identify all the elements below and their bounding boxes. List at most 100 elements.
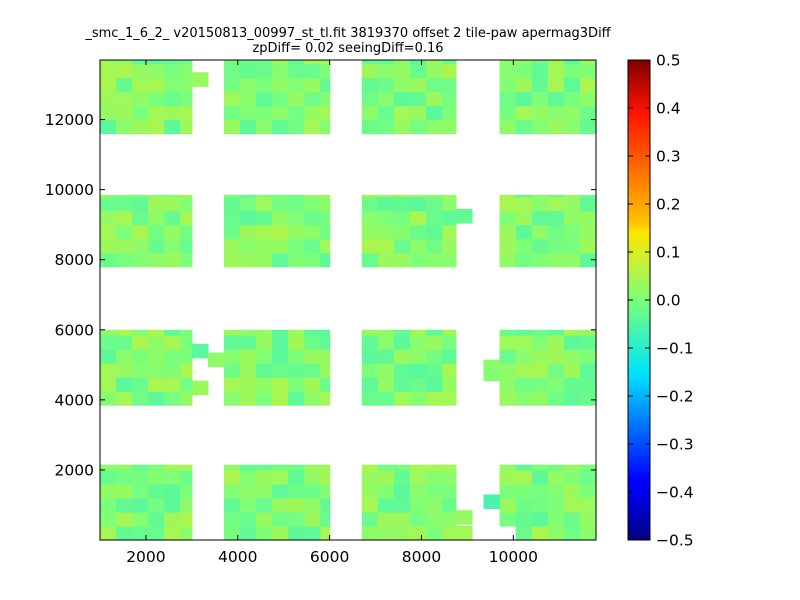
heatmap-cell <box>361 525 379 541</box>
heatmap-cell <box>442 391 457 406</box>
heatmap-cell <box>361 238 379 254</box>
heatmap-cell <box>180 252 193 268</box>
heatmap-cell <box>547 238 565 254</box>
heatmap-cell <box>164 63 181 79</box>
heatmap-cell <box>563 349 581 364</box>
heatmap-cell <box>100 238 117 254</box>
heatmap-cell <box>515 63 533 79</box>
heatmap-cell <box>240 391 257 406</box>
heatmap-cell <box>499 60 517 65</box>
heatmap-cell <box>547 210 565 226</box>
heatmap-cell <box>579 349 597 364</box>
heatmap-cell <box>393 224 411 240</box>
heatmap-cell <box>100 224 117 240</box>
heatmap-cell <box>116 252 133 268</box>
heatmap-cell <box>361 63 379 79</box>
heatmap-cell <box>393 349 411 364</box>
heatmap-cell <box>256 105 273 121</box>
heatmap-cell <box>531 91 549 107</box>
heatmap-cell <box>132 329 149 336</box>
heatmap-cell <box>272 363 289 378</box>
heatmap-cell <box>563 194 581 198</box>
heatmap-cell <box>320 119 331 135</box>
heatmap-cell <box>148 119 165 135</box>
heatmap-cell <box>132 525 149 541</box>
heatmap-cell <box>224 210 241 226</box>
heatmap-cell <box>442 469 457 485</box>
heatmap-cell <box>442 525 457 541</box>
heatmap-cell <box>100 511 117 527</box>
heatmap-cell <box>442 63 457 79</box>
heatmap-cell <box>393 469 411 485</box>
heatmap-cell <box>132 511 149 527</box>
heatmap-cell <box>116 511 133 527</box>
heatmap-cell <box>304 194 322 198</box>
heatmap-cell <box>224 377 241 392</box>
heatmap-cell <box>361 91 379 107</box>
heatmap-cell <box>499 63 517 79</box>
heatmap-cell <box>256 119 273 135</box>
heatmap-cell <box>304 464 322 471</box>
colorbar-tick-label: −0.5 <box>656 532 694 550</box>
heatmap-cell <box>361 349 379 364</box>
heatmap-cell <box>116 196 133 212</box>
heatmap-cell <box>442 194 457 198</box>
heatmap-cell <box>288 252 305 268</box>
heatmap-cell <box>272 511 289 527</box>
heatmap-cell <box>164 525 181 541</box>
heatmap-cell <box>531 63 549 79</box>
heatmap-cell <box>426 210 443 226</box>
heatmap-cell <box>547 483 565 499</box>
heatmap-cell <box>515 464 533 471</box>
heatmap-cell <box>256 238 273 254</box>
colorbar-tick-label: 0.2 <box>656 196 681 214</box>
heatmap-cell <box>579 391 597 406</box>
heatmap-cell <box>304 377 322 392</box>
heatmap-cell <box>288 224 305 240</box>
heatmap-cell <box>288 77 305 93</box>
colorbar-tick-label: 0.0 <box>656 292 681 310</box>
heatmap-cell <box>256 91 273 107</box>
heatmap-cell <box>224 63 241 79</box>
heatmap-cell <box>288 196 305 212</box>
heatmap-cell <box>132 91 149 107</box>
heatmap-cell <box>304 483 322 499</box>
heatmap-cell <box>377 60 395 65</box>
heatmap-cell <box>410 196 427 212</box>
heatmap-cell <box>256 525 273 541</box>
heatmap-cell <box>224 497 241 513</box>
heatmap-cell <box>132 349 149 364</box>
heatmap-cell <box>256 391 273 406</box>
heatmap-cell <box>377 391 395 406</box>
heatmap-cell <box>455 208 473 224</box>
heatmap-cell <box>426 349 443 364</box>
heatmap-cell <box>393 363 411 378</box>
heatmap-cell <box>224 105 241 121</box>
heatmap-cell <box>377 349 395 364</box>
heatmap-cell <box>180 525 193 541</box>
heatmap-cell <box>563 252 581 268</box>
heatmap-cell <box>579 105 597 121</box>
heatmap-cell <box>547 196 565 212</box>
heatmap-cell <box>579 464 597 471</box>
heatmap-cell <box>180 60 193 65</box>
heatmap-cell <box>116 464 133 471</box>
heatmap-cell <box>116 469 133 485</box>
heatmap-cell <box>499 91 517 107</box>
heatmap-cell <box>361 252 379 268</box>
heatmap-cell <box>361 77 379 93</box>
heatmap-cell <box>377 63 395 79</box>
heatmap-cell <box>515 469 533 485</box>
heatmap-cell <box>288 194 305 198</box>
heatmap-cell <box>531 464 549 471</box>
heatmap-cell <box>547 391 565 406</box>
heatmap-cell <box>515 329 533 336</box>
heatmap-cell <box>393 483 411 499</box>
heatmap-cell <box>116 224 133 240</box>
heatmap-cell <box>426 238 443 254</box>
heatmap-cell <box>377 464 395 471</box>
x-axis: 2000 4000 6000 8000 10000 <box>126 60 538 566</box>
heatmap-cell <box>442 224 457 240</box>
heatmap-cell <box>288 469 305 485</box>
